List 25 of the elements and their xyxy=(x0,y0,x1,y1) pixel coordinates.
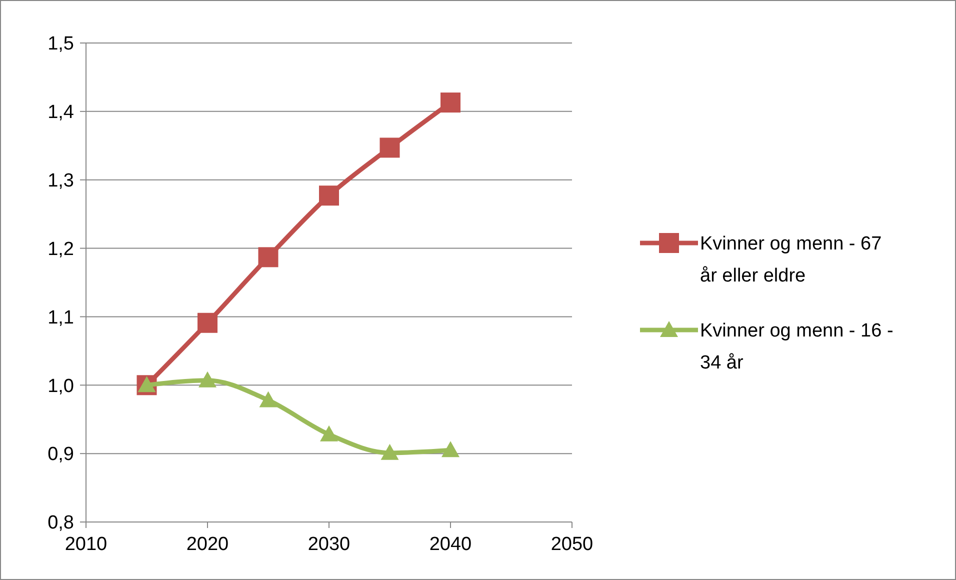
x-tick-label: 2040 xyxy=(429,534,472,555)
x-tick-label: 2020 xyxy=(186,534,229,555)
y-tick-label: 1,2 xyxy=(48,238,74,260)
y-tick-label: 0,8 xyxy=(48,512,74,534)
legend-label: Kvinner og menn - 67 år eller eldre xyxy=(700,234,882,287)
y-tick-label: 1,1 xyxy=(48,307,74,328)
y-tick-label: 1,0 xyxy=(48,376,74,397)
x-tick-label: 2030 xyxy=(308,534,350,555)
point xyxy=(320,425,338,442)
legend-label: Kvinner og menn - 16 - 34 år xyxy=(700,320,894,374)
y-tick-label: 0,9 xyxy=(48,444,74,466)
x-tick-label: 2050 xyxy=(550,534,594,555)
y-tick-label: 1,5 xyxy=(48,34,74,55)
point xyxy=(380,444,399,460)
point xyxy=(258,247,278,268)
y-tick-label: 1,4 xyxy=(48,102,74,124)
point xyxy=(440,92,460,113)
x-tick-label: 2010 xyxy=(64,534,108,555)
y-tick-label: 1,3 xyxy=(48,170,74,192)
point xyxy=(198,371,216,388)
point xyxy=(380,138,400,158)
point xyxy=(442,441,460,458)
point xyxy=(198,312,218,333)
point xyxy=(259,391,278,408)
point xyxy=(319,186,339,206)
